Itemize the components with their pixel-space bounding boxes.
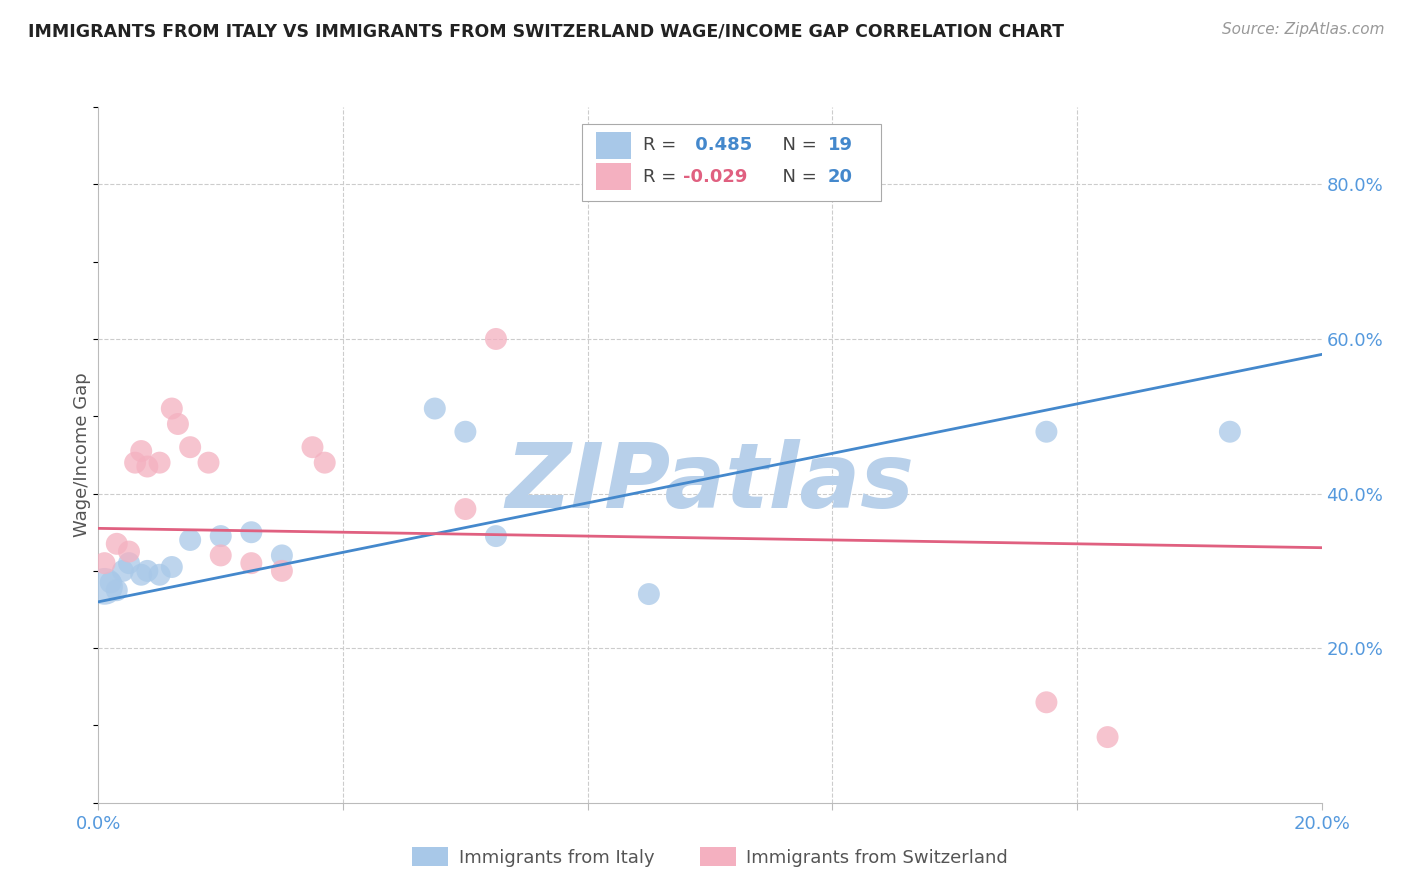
FancyBboxPatch shape bbox=[596, 132, 630, 159]
Point bbox=[454, 502, 477, 516]
Point bbox=[160, 560, 183, 574]
Legend: Immigrants from Italy, Immigrants from Switzerland: Immigrants from Italy, Immigrants from S… bbox=[405, 840, 1015, 874]
Point bbox=[100, 575, 122, 590]
Point bbox=[240, 525, 263, 540]
Point bbox=[179, 440, 201, 454]
Point bbox=[118, 544, 141, 558]
Text: ZIPatlas: ZIPatlas bbox=[506, 439, 914, 527]
Point bbox=[485, 332, 508, 346]
Point bbox=[240, 556, 263, 570]
Point bbox=[149, 456, 172, 470]
Point bbox=[301, 440, 323, 454]
Point bbox=[167, 417, 190, 431]
Point bbox=[485, 529, 508, 543]
Y-axis label: Wage/Income Gap: Wage/Income Gap bbox=[73, 373, 91, 537]
Point bbox=[105, 583, 128, 598]
Point bbox=[179, 533, 201, 547]
Point bbox=[423, 401, 446, 416]
Point bbox=[136, 459, 159, 474]
Point bbox=[314, 456, 336, 470]
FancyBboxPatch shape bbox=[596, 163, 630, 190]
Text: R =: R = bbox=[643, 136, 682, 154]
Point bbox=[1219, 425, 1241, 439]
Text: 19: 19 bbox=[828, 136, 852, 154]
Point bbox=[209, 529, 232, 543]
FancyBboxPatch shape bbox=[582, 124, 882, 201]
Point bbox=[129, 444, 152, 458]
Point bbox=[1035, 695, 1057, 709]
Point bbox=[118, 556, 141, 570]
Text: -0.029: -0.029 bbox=[683, 168, 748, 186]
Point bbox=[1097, 730, 1119, 744]
Point bbox=[454, 425, 477, 439]
Text: R =: R = bbox=[643, 168, 682, 186]
Point bbox=[197, 456, 219, 470]
Point bbox=[136, 564, 159, 578]
Point bbox=[93, 579, 115, 593]
Point bbox=[160, 401, 183, 416]
Text: 0.485: 0.485 bbox=[689, 136, 752, 154]
Text: N =: N = bbox=[772, 136, 823, 154]
Text: 20: 20 bbox=[828, 168, 852, 186]
Point bbox=[129, 567, 152, 582]
Point bbox=[270, 549, 292, 563]
Text: IMMIGRANTS FROM ITALY VS IMMIGRANTS FROM SWITZERLAND WAGE/INCOME GAP CORRELATION: IMMIGRANTS FROM ITALY VS IMMIGRANTS FROM… bbox=[28, 22, 1064, 40]
Point bbox=[1035, 425, 1057, 439]
Point bbox=[209, 549, 232, 563]
Text: N =: N = bbox=[772, 168, 823, 186]
Point bbox=[124, 456, 146, 470]
Point bbox=[111, 564, 134, 578]
Point bbox=[149, 567, 172, 582]
Point bbox=[637, 587, 661, 601]
Point bbox=[93, 556, 115, 570]
Point bbox=[270, 564, 292, 578]
Point bbox=[105, 537, 128, 551]
Text: Source: ZipAtlas.com: Source: ZipAtlas.com bbox=[1222, 22, 1385, 37]
